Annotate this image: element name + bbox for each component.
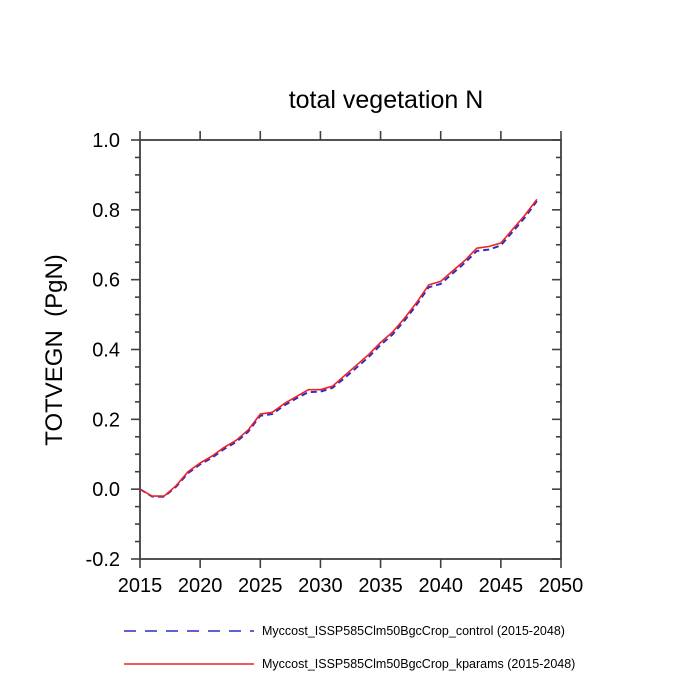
series-line-kparams	[139, 198, 538, 497]
legend-label-kparams: Myccost_ISSP585Clm50BgcCrop_kparams (201…	[262, 657, 575, 671]
x-tick-label: 2035	[358, 575, 403, 597]
y-tick-label: 0.4	[92, 340, 120, 362]
x-tick-label: 2025	[238, 575, 283, 597]
y-tick-label: 0.6	[92, 270, 120, 292]
x-tick-label: 2040	[418, 575, 463, 597]
axes: 2015 2020 2025 2030 2035 2040 2045 2050 -0.2 0.0 0…	[86, 130, 584, 597]
chart-title: total vegetation N	[289, 86, 484, 114]
x-tick-label: 2020	[178, 575, 223, 597]
x-tick-label: 2015	[118, 575, 163, 597]
y-axis-label: TOTVEGN (PgN)	[41, 254, 68, 446]
y-tick-label: -0.2	[86, 549, 120, 571]
x-tick-label: 2050	[539, 575, 584, 597]
x-tick-label: 2045	[479, 575, 524, 597]
y-tick-label: 0.8	[92, 200, 120, 222]
y-tick-label: 0.0	[92, 479, 120, 501]
data-series	[139, 198, 538, 498]
legend: Myccost_ISSP585Clm50BgcCrop_control (201…	[124, 624, 575, 671]
series-line-control	[139, 200, 538, 498]
x-tick-label: 2030	[298, 575, 343, 597]
y-tick-label: 1.0	[92, 130, 120, 152]
plot-frame	[139, 139, 562, 560]
legend-label-control: Myccost_ISSP585Clm50BgcCrop_control (201…	[262, 624, 565, 638]
y-tick-label: 0.2	[92, 409, 120, 431]
